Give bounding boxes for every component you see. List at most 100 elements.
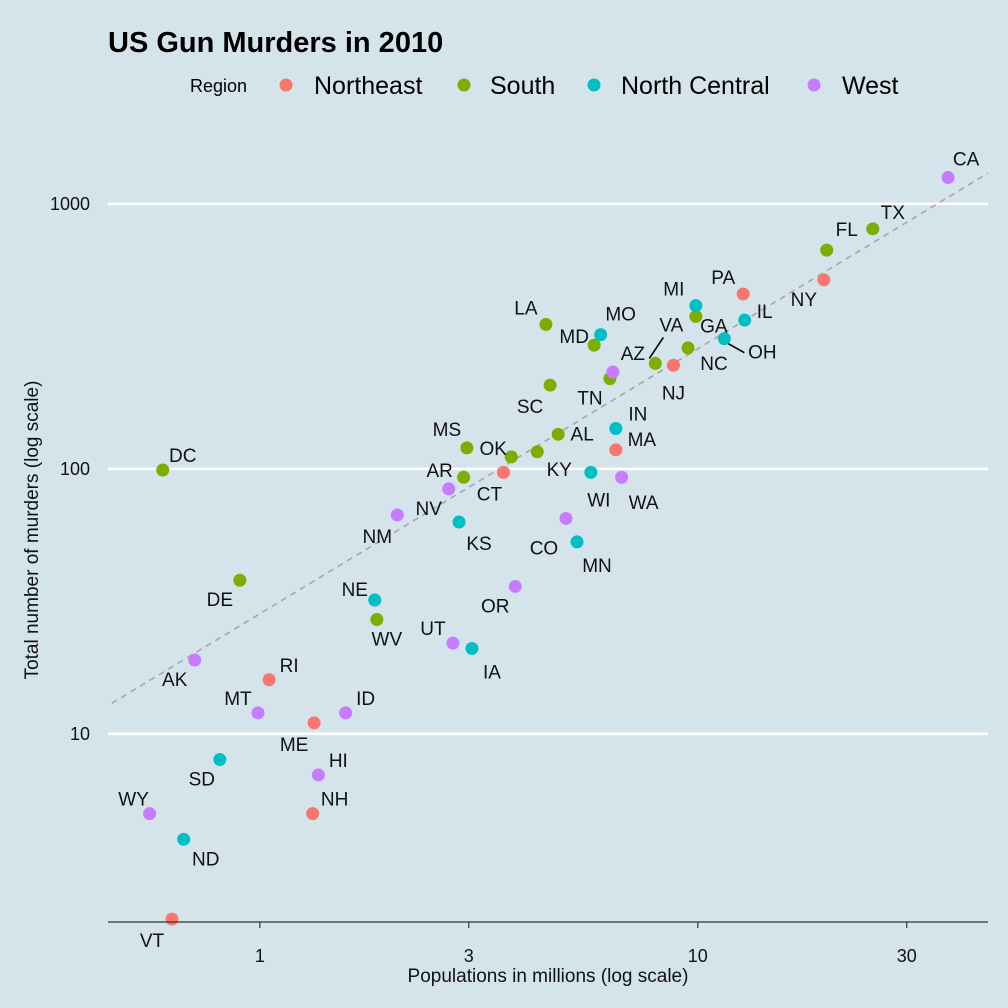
point-nj [666, 358, 680, 372]
point-label-mn: MN [582, 556, 612, 577]
point-label-oh: OH [748, 343, 777, 364]
data-points [143, 171, 955, 926]
point-de [233, 573, 247, 587]
point-mo [594, 328, 608, 342]
point-or [508, 579, 522, 593]
point-label-fl: FL [836, 220, 858, 241]
point-nc [681, 341, 695, 355]
point-ia [465, 641, 479, 655]
point-label-nm: NM [363, 527, 393, 548]
label-leader-va [648, 336, 664, 359]
point-ny [817, 273, 831, 287]
point-label-ok: OK [480, 439, 508, 460]
legend-title: Region [190, 76, 247, 96]
point-label-nc: NC [700, 354, 727, 375]
point-label-wi: WI [587, 490, 610, 511]
x-tick-label: 1 [255, 946, 265, 966]
point-ct [496, 465, 510, 479]
point-tx [866, 222, 880, 236]
point-labels: PA NY NJ MA CT RI ME NH VT TX FL GA NC VA LA TN MD SC AL KY… [118, 150, 979, 953]
point-in [609, 422, 623, 436]
point-ut [446, 636, 460, 650]
point-label-co: CO [530, 538, 559, 559]
point-label-ny: NY [791, 290, 818, 311]
point-al [551, 427, 565, 441]
point-label-tx: TX [881, 203, 906, 224]
point-ri [262, 673, 276, 687]
y-axis-title: Total number of murders (log scale) [22, 381, 43, 680]
point-label-al: AL [571, 424, 594, 445]
chart-title: US Gun Murders in 2010 [108, 27, 443, 59]
point-label-mi: MI [663, 280, 684, 301]
point-il [738, 313, 752, 327]
point-mn [570, 535, 584, 549]
legend-label-northeast: Northeast [314, 72, 422, 100]
point-wa [615, 470, 629, 484]
point-label-dc: DC [169, 446, 196, 467]
x-tick-label: 30 [897, 946, 917, 966]
point-label-mt: MT [224, 689, 252, 710]
point-nv [442, 482, 456, 496]
point-va [648, 356, 662, 370]
point-ga [689, 309, 703, 323]
point-label-ri: RI [280, 656, 299, 677]
point-wi [584, 465, 598, 479]
legend-label-west: West [842, 72, 899, 100]
point-sd [213, 753, 227, 767]
point-label-va: VA [659, 315, 683, 336]
point-ne [368, 593, 382, 607]
point-ca [941, 171, 955, 185]
point-nh [306, 807, 320, 821]
point-label-wv: WV [372, 630, 403, 651]
point-oh [717, 332, 731, 346]
point-fl [820, 243, 834, 257]
point-label-in: IN [628, 405, 647, 426]
legend-key-north-central [587, 78, 601, 92]
point-label-nh: NH [321, 790, 348, 811]
point-pa [736, 287, 750, 301]
point-hi [311, 768, 325, 782]
point-wv [370, 613, 384, 627]
point-label-me: ME [280, 735, 309, 756]
label-leader-oh [727, 342, 745, 354]
legend-label-south: South [490, 72, 555, 100]
point-ms [460, 441, 474, 455]
legend-key-west [807, 78, 821, 92]
point-mt [251, 706, 265, 720]
point-label-az: AZ [621, 344, 646, 365]
point-nd [177, 832, 191, 846]
point-ky [530, 445, 544, 459]
point-label-ut: UT [420, 619, 446, 640]
legend-key-northeast [279, 78, 293, 92]
point-label-pa: PA [711, 268, 735, 289]
point-label-md: MD [559, 327, 589, 348]
point-label-ia: IA [483, 662, 501, 683]
y-tick-label: 100 [60, 459, 90, 479]
x-axis-title: Populations in millions (log scale) [408, 966, 689, 987]
point-label-or: OR [481, 596, 510, 617]
point-label-vt: VT [140, 931, 165, 952]
point-label-ca: CA [953, 150, 980, 171]
legend-label-north-central: North Central [621, 72, 770, 100]
point-label-wy: WY [118, 790, 149, 811]
point-label-mo: MO [605, 305, 636, 326]
point-ok [504, 450, 518, 464]
point-la [539, 317, 553, 331]
point-ks [452, 515, 466, 529]
point-label-tn: TN [577, 389, 602, 410]
y-tick-label: 10 [70, 724, 90, 744]
x-tick-label: 3 [464, 946, 474, 966]
point-label-nv: NV [416, 499, 443, 520]
point-nm [390, 508, 404, 522]
point-ak [188, 653, 202, 667]
point-ma [609, 443, 623, 457]
point-label-ky: KY [547, 460, 573, 481]
point-id [339, 706, 353, 720]
point-label-il: IL [757, 302, 773, 323]
point-label-de: DE [207, 590, 233, 611]
point-label-ar: AR [426, 461, 452, 482]
point-label-wa: WA [629, 493, 659, 514]
reference-line-group [111, 172, 989, 705]
point-label-ms: MS [433, 420, 462, 441]
